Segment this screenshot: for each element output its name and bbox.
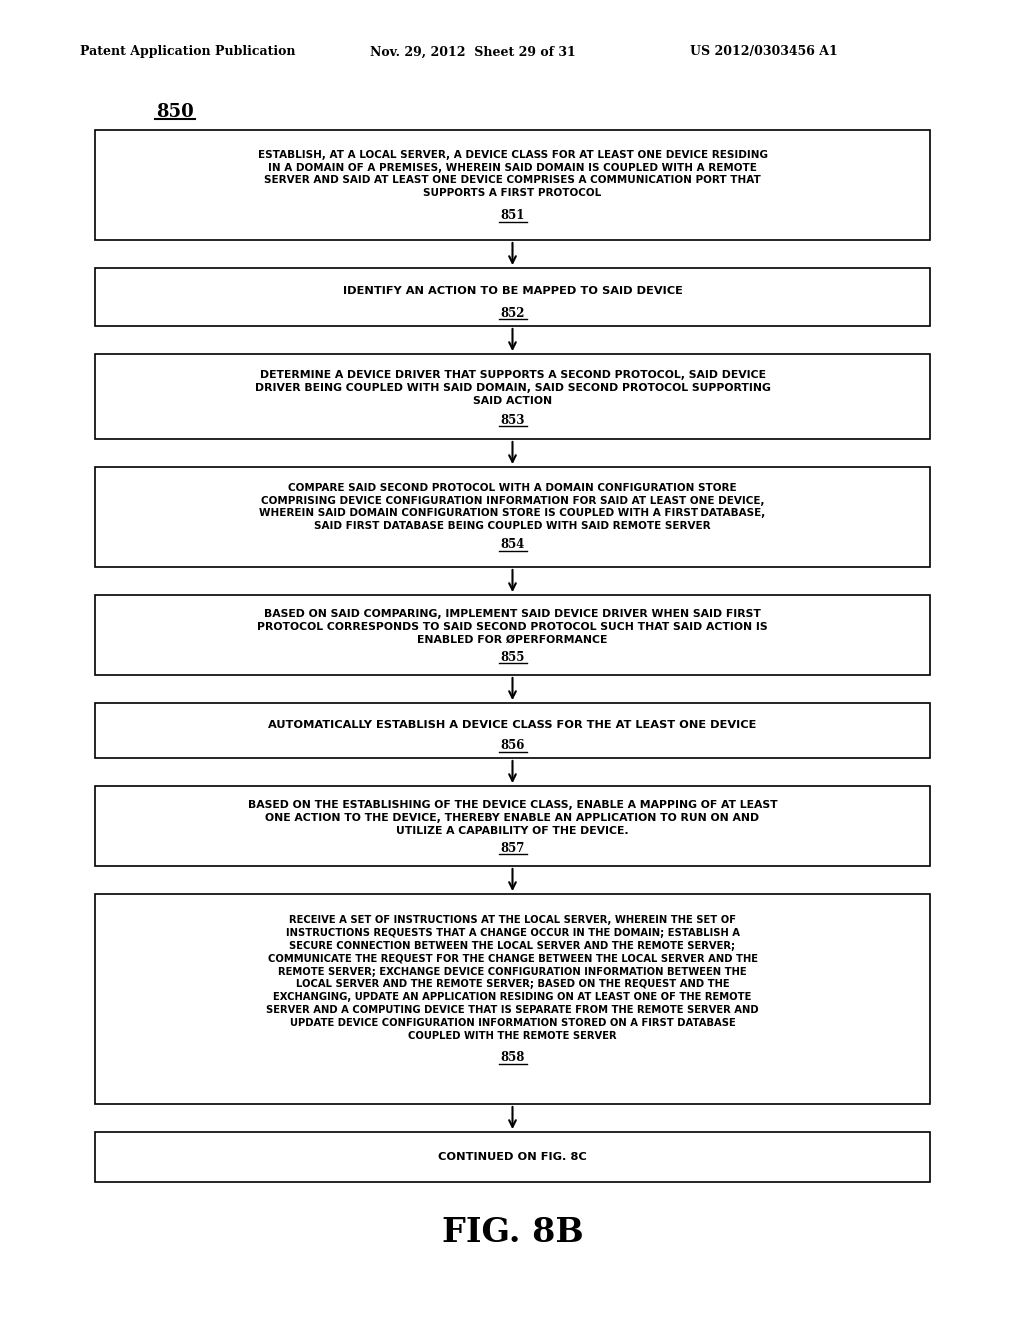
FancyBboxPatch shape: [95, 704, 930, 758]
Text: US 2012/0303456 A1: US 2012/0303456 A1: [690, 45, 838, 58]
Text: 853: 853: [501, 413, 524, 426]
Text: 851: 851: [501, 210, 524, 222]
Text: BASED ON SAID COMPARING, IMPLEMENT SAID DEVICE DRIVER WHEN SAID FIRST
PROTOCOL C: BASED ON SAID COMPARING, IMPLEMENT SAID …: [257, 610, 768, 644]
Text: Nov. 29, 2012  Sheet 29 of 31: Nov. 29, 2012 Sheet 29 of 31: [370, 45, 575, 58]
Text: 856: 856: [501, 739, 524, 752]
FancyBboxPatch shape: [95, 595, 930, 675]
Text: IDENTIFY AN ACTION TO BE MAPPED TO SAID DEVICE: IDENTIFY AN ACTION TO BE MAPPED TO SAID …: [343, 286, 682, 296]
Text: 852: 852: [501, 306, 524, 319]
Text: 855: 855: [501, 651, 524, 664]
Text: 854: 854: [501, 539, 524, 552]
FancyBboxPatch shape: [95, 268, 930, 326]
Text: 850: 850: [156, 103, 194, 121]
FancyBboxPatch shape: [95, 354, 930, 440]
FancyBboxPatch shape: [95, 1133, 930, 1181]
FancyBboxPatch shape: [95, 894, 930, 1104]
FancyBboxPatch shape: [95, 467, 930, 568]
Text: DETERMINE A DEVICE DRIVER THAT SUPPORTS A SECOND PROTOCOL, SAID DEVICE
DRIVER BE: DETERMINE A DEVICE DRIVER THAT SUPPORTS …: [255, 370, 770, 405]
FancyBboxPatch shape: [95, 785, 930, 866]
Text: 857: 857: [501, 842, 524, 855]
Text: BASED ON THE ESTABLISHING OF THE DEVICE CLASS, ENABLE A MAPPING OF AT LEAST
ONE : BASED ON THE ESTABLISHING OF THE DEVICE …: [248, 800, 777, 836]
Text: Patent Application Publication: Patent Application Publication: [80, 45, 296, 58]
Text: RECEIVE A SET OF INSTRUCTIONS AT THE LOCAL SERVER, WHEREIN THE SET OF
INSTRUCTIO: RECEIVE A SET OF INSTRUCTIONS AT THE LOC…: [266, 915, 759, 1040]
Text: CONTINUED ON FIG. 8C: CONTINUED ON FIG. 8C: [438, 1152, 587, 1162]
Text: FIG. 8B: FIG. 8B: [441, 1216, 584, 1249]
Text: COMPARE SAID SECOND PROTOCOL WITH A DOMAIN CONFIGURATION STORE
COMPRISING DEVICE: COMPARE SAID SECOND PROTOCOL WITH A DOMA…: [259, 483, 766, 531]
Text: 858: 858: [501, 1051, 524, 1064]
FancyBboxPatch shape: [95, 129, 930, 240]
Text: AUTOMATICALLY ESTABLISH A DEVICE CLASS FOR THE AT LEAST ONE DEVICE: AUTOMATICALLY ESTABLISH A DEVICE CLASS F…: [268, 719, 757, 730]
Text: ESTABLISH, AT A LOCAL SERVER, A DEVICE CLASS FOR AT LEAST ONE DEVICE RESIDING
IN: ESTABLISH, AT A LOCAL SERVER, A DEVICE C…: [257, 149, 768, 198]
